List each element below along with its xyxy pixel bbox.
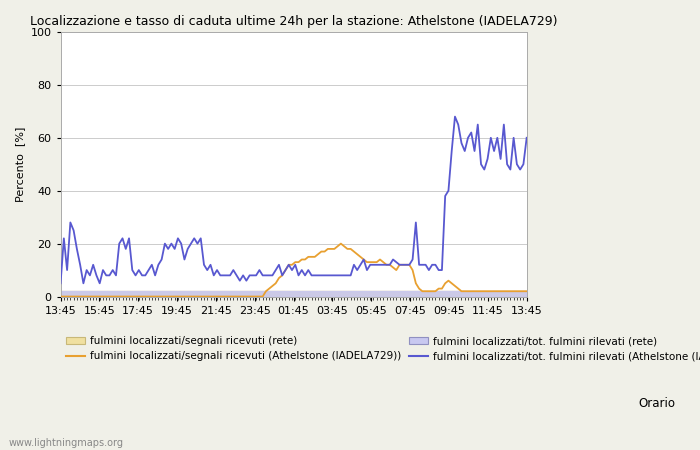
Title: Localizzazione e tasso di caduta ultime 24h per la stazione: Athelstone (IADELA7: Localizzazione e tasso di caduta ultime … (30, 15, 557, 28)
Legend: fulmini localizzati/segnali ricevuti (rete), fulmini localizzati/segnali ricevut: fulmini localizzati/segnali ricevuti (re… (66, 336, 700, 361)
Text: www.lightningmaps.org: www.lightningmaps.org (8, 438, 123, 448)
Text: Orario: Orario (638, 397, 675, 410)
Y-axis label: Percento  [%]: Percento [%] (15, 126, 25, 202)
